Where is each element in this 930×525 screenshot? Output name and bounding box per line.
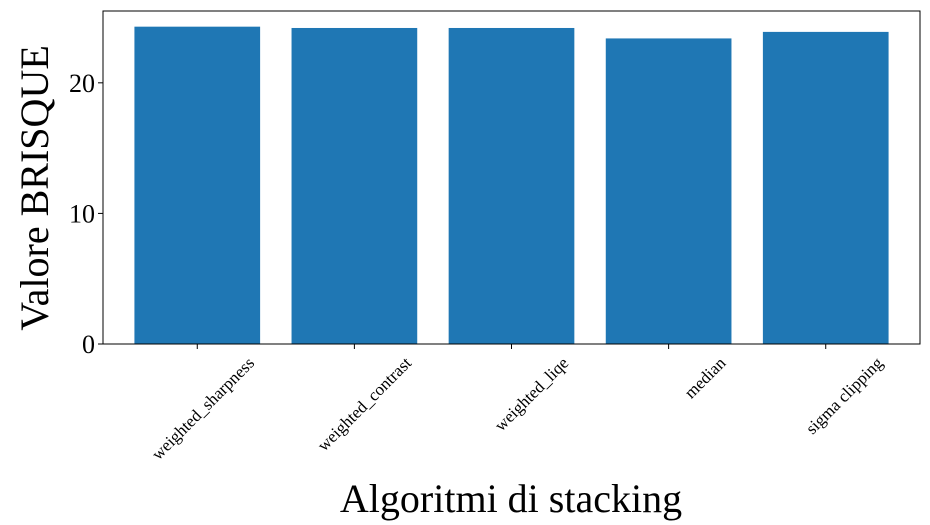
bar-weighted-contrast <box>291 27 418 344</box>
bars-group <box>134 26 889 345</box>
x-tick-label: weighted_sharpness <box>148 353 258 463</box>
bar-weighted-liqe <box>448 27 575 344</box>
y-axis-label: Valore BRISQUE <box>12 45 57 331</box>
x-tick-label: sigma clipping <box>802 353 887 438</box>
y-tick-label: 20 <box>69 69 95 98</box>
bar-sigma-clipping <box>762 31 889 345</box>
bar-median <box>605 38 732 345</box>
x-tick-label: median <box>681 353 730 402</box>
x-tick-label: weighted_contrast <box>314 353 416 455</box>
x-axis-label: Algoritmi di stacking <box>340 476 682 521</box>
y-axis: 0 10 20 <box>69 69 103 359</box>
x-axis: weighted_sharpness weighted_contrast weigh… <box>148 344 887 464</box>
y-tick-label: 10 <box>69 199 95 228</box>
bar-weighted-sharpness <box>134 26 261 344</box>
y-tick-label: 0 <box>82 330 95 359</box>
x-tick-label: weighted_liqe <box>491 353 573 435</box>
